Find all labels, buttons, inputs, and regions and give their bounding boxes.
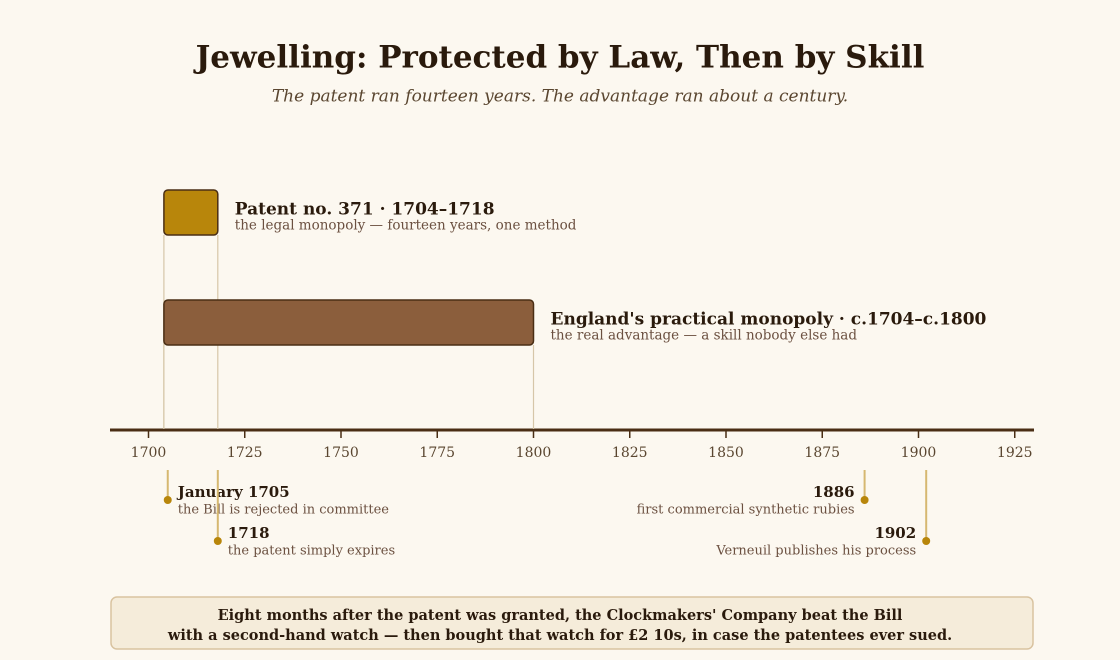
x-tick-label: 1700 — [131, 445, 167, 461]
bar-label: England's practical monopoly · c.1704–c.… — [551, 310, 987, 330]
x-tick-label: 1875 — [804, 445, 840, 461]
event-label: January 1705 — [176, 483, 290, 501]
event-note: the patent simply expires — [228, 544, 395, 559]
event-dot — [213, 537, 222, 545]
event-label: 1902 — [874, 524, 916, 542]
x-tick-label: 1925 — [997, 445, 1033, 461]
x-tick-label: 1850 — [708, 445, 744, 461]
bar — [163, 189, 219, 236]
event-note: the Bill is rejected in committee — [178, 503, 390, 518]
bar-note: the real advantage — a skill nobody else… — [551, 328, 858, 344]
x-tick-label: 1900 — [901, 445, 937, 461]
event-dot — [922, 537, 931, 545]
footnote: Eight months after the patent was grante… — [218, 607, 903, 624]
x-tick-label: 1825 — [612, 445, 648, 461]
x-tick-label: 1750 — [323, 445, 359, 461]
event-note: Verneuil publishes his process — [715, 544, 916, 559]
x-tick-label: 1775 — [419, 445, 455, 461]
event-note: first commercial synthetic rubies — [637, 503, 855, 518]
footnote-box — [110, 596, 1034, 650]
bar-label: Patent no. 371 · 1704–1718 — [235, 200, 495, 220]
event-dot — [860, 496, 869, 504]
chart-subtitle: The patent ran fourteen years. The advan… — [272, 87, 848, 107]
chart-title: Jewelling: Protected by Law, Then by Ski… — [193, 40, 925, 76]
event-dot — [163, 496, 172, 504]
footnote: with a second-hand watch — then bought t… — [167, 627, 952, 644]
event-label: 1886 — [813, 483, 855, 501]
bar — [163, 299, 535, 346]
bar-note: the legal monopoly — fourteen years, one… — [235, 218, 577, 234]
x-tick-label: 1725 — [227, 445, 263, 461]
event-label: 1718 — [228, 524, 270, 542]
x-tick-label: 1800 — [516, 445, 552, 461]
